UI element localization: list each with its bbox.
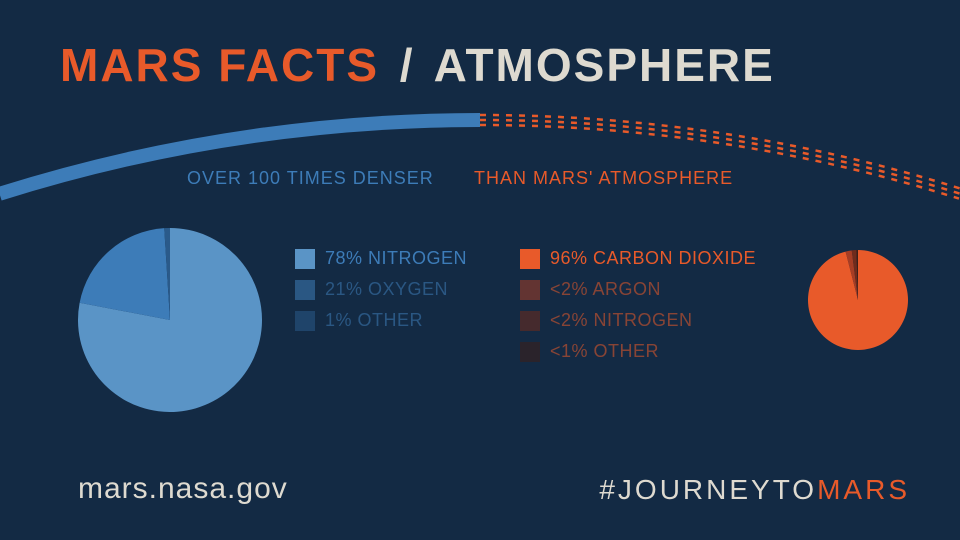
density-earth-text: OVER 100 TIMES DENSER bbox=[187, 168, 434, 189]
hashtag-prefix: #JOURNEYTO bbox=[599, 474, 817, 505]
legend-swatch bbox=[295, 280, 315, 300]
legend-row: 78% NITROGEN bbox=[295, 248, 467, 269]
legend-row: <1% OTHER bbox=[520, 341, 756, 362]
legend-label: 96% CARBON DIOXIDE bbox=[550, 248, 756, 269]
legend-swatch bbox=[520, 249, 540, 269]
footer-hashtag: #JOURNEYTOMARS bbox=[599, 474, 910, 506]
mars-legend: 96% CARBON DIOXIDE <2% ARGON <2% NITROGEN <… bbox=[520, 248, 756, 372]
legend-label: 1% OTHER bbox=[325, 310, 423, 331]
legend-label: <2% ARGON bbox=[550, 279, 661, 300]
legend-row: 96% CARBON DIOXIDE bbox=[520, 248, 756, 269]
mars-pie-chart bbox=[808, 250, 908, 350]
page-title: MARS FACTS / ATMOSPHERE bbox=[60, 38, 775, 92]
legend-row: 21% OXYGEN bbox=[295, 279, 467, 300]
legend-row: <2% NITROGEN bbox=[520, 310, 756, 331]
footer-url: mars.nasa.gov bbox=[78, 472, 288, 506]
earth-pie-chart bbox=[78, 228, 262, 417]
earth-legend: 78% NITROGEN 21% OXYGEN 1% OTHER bbox=[295, 248, 467, 341]
legend-swatch bbox=[520, 280, 540, 300]
legend-label: 78% NITROGEN bbox=[325, 248, 467, 269]
legend-swatch bbox=[520, 311, 540, 331]
legend-label: 21% OXYGEN bbox=[325, 279, 448, 300]
hashtag-suffix: MARS bbox=[817, 474, 910, 505]
legend-swatch bbox=[295, 311, 315, 331]
legend-label: <2% NITROGEN bbox=[550, 310, 693, 331]
legend-row: 1% OTHER bbox=[295, 310, 467, 331]
legend-row: <2% ARGON bbox=[520, 279, 756, 300]
density-mars-text: THAN MARS' ATMOSPHERE bbox=[474, 168, 733, 189]
legend-swatch bbox=[295, 249, 315, 269]
legend-swatch bbox=[520, 342, 540, 362]
legend-label: <1% OTHER bbox=[550, 341, 659, 362]
title-slash: / bbox=[400, 39, 415, 91]
title-secondary: ATMOSPHERE bbox=[434, 39, 775, 91]
title-primary: MARS FACTS bbox=[60, 39, 379, 91]
